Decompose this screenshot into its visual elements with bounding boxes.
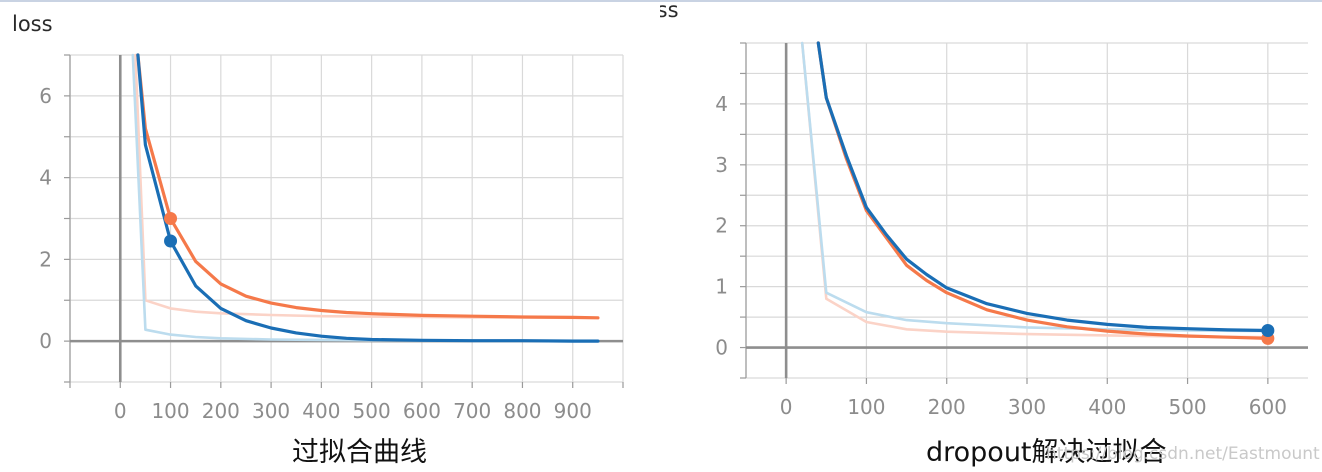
raw-series-line-0 [800,41,1270,339]
series-markers [164,212,178,248]
y-tick-label: 1 [715,275,728,299]
x-tick-label: 0 [114,399,127,423]
series-marker-3 [164,234,178,248]
y-tick-label: 2 [715,214,728,238]
top-border [0,0,1322,2]
raw-series-line-0 [134,53,600,320]
zero-axes [746,43,1308,378]
chart-caption: 过拟合曲线 [292,437,427,468]
smoothed-series-line-3 [816,41,1270,333]
x-tick-label: 0 [780,395,793,419]
x-tick-label: 400 [302,399,340,423]
minor-ticks [64,54,624,388]
watermark: https://blog.csdn.net/Eastmount [1046,444,1320,464]
tick-labels: 0 100 200 300 400 500 600 0 1 2 3 4 [715,92,1287,419]
x-tick-label: 200 [928,395,966,419]
dropout-loss-chart: 0 100 200 300 400 500 600 0 1 2 3 4 loss [660,0,1308,419]
series-markers [1261,323,1275,345]
minor-ticks [740,42,1269,384]
chart-caption: dropout解决过拟合 [926,437,1167,468]
x-tick-label: 300 [252,399,290,423]
y-tick-label: 3 [715,153,728,177]
tick-labels: 0 100 200 300 400 500 600 700 800 900 0 2 4 6 [39,84,592,423]
x-tick-label: 100 [151,399,189,423]
x-tick-label: 400 [1088,395,1126,419]
y-axis-label: loss [12,12,53,36]
x-tick-label: 900 [554,399,592,423]
x-tick-label: 200 [202,399,240,423]
raw-series-line-1 [800,41,1270,333]
raw-series-line-1 [131,53,600,343]
y-tick-label: 6 [39,84,52,108]
chart-panel-overfitting: 0 100 200 300 400 500 600 700 800 900 0 2 4 6 loss 过拟… [0,0,660,472]
x-tick-label: 500 [1168,395,1206,419]
smoothed-series-line-3 [136,53,600,343]
x-tick-label: 100 [847,395,885,419]
series-marker-2 [164,212,178,225]
y-tick-label: 4 [715,92,728,116]
x-tick-label: 700 [453,399,491,423]
x-tick-label: 800 [503,399,541,423]
y-axis-label: loss [660,0,679,22]
x-tick-label: 300 [1008,395,1046,419]
series-lines [800,41,1270,340]
x-tick-label: 600 [1249,395,1287,419]
smoothed-series-line-2 [816,41,1270,340]
x-tick-label: 600 [403,399,441,423]
y-tick-label: 4 [39,166,52,190]
y-tick-label: 2 [39,247,52,271]
smoothed-series-line-2 [136,53,600,320]
y-tick-label: 0 [39,329,52,353]
chart-panel-dropout: 0 100 200 300 400 500 600 0 1 2 3 4 loss dropout解决过… [660,0,1322,472]
grid-lines [69,54,624,383]
series-marker-3 [1261,323,1275,337]
overfitting-loss-chart: 0 100 200 300 400 500 600 700 800 900 0 2 4 6 loss [12,12,624,423]
x-tick-label: 500 [353,399,391,423]
y-tick-label: 0 [715,336,728,360]
series-lines [131,53,600,343]
